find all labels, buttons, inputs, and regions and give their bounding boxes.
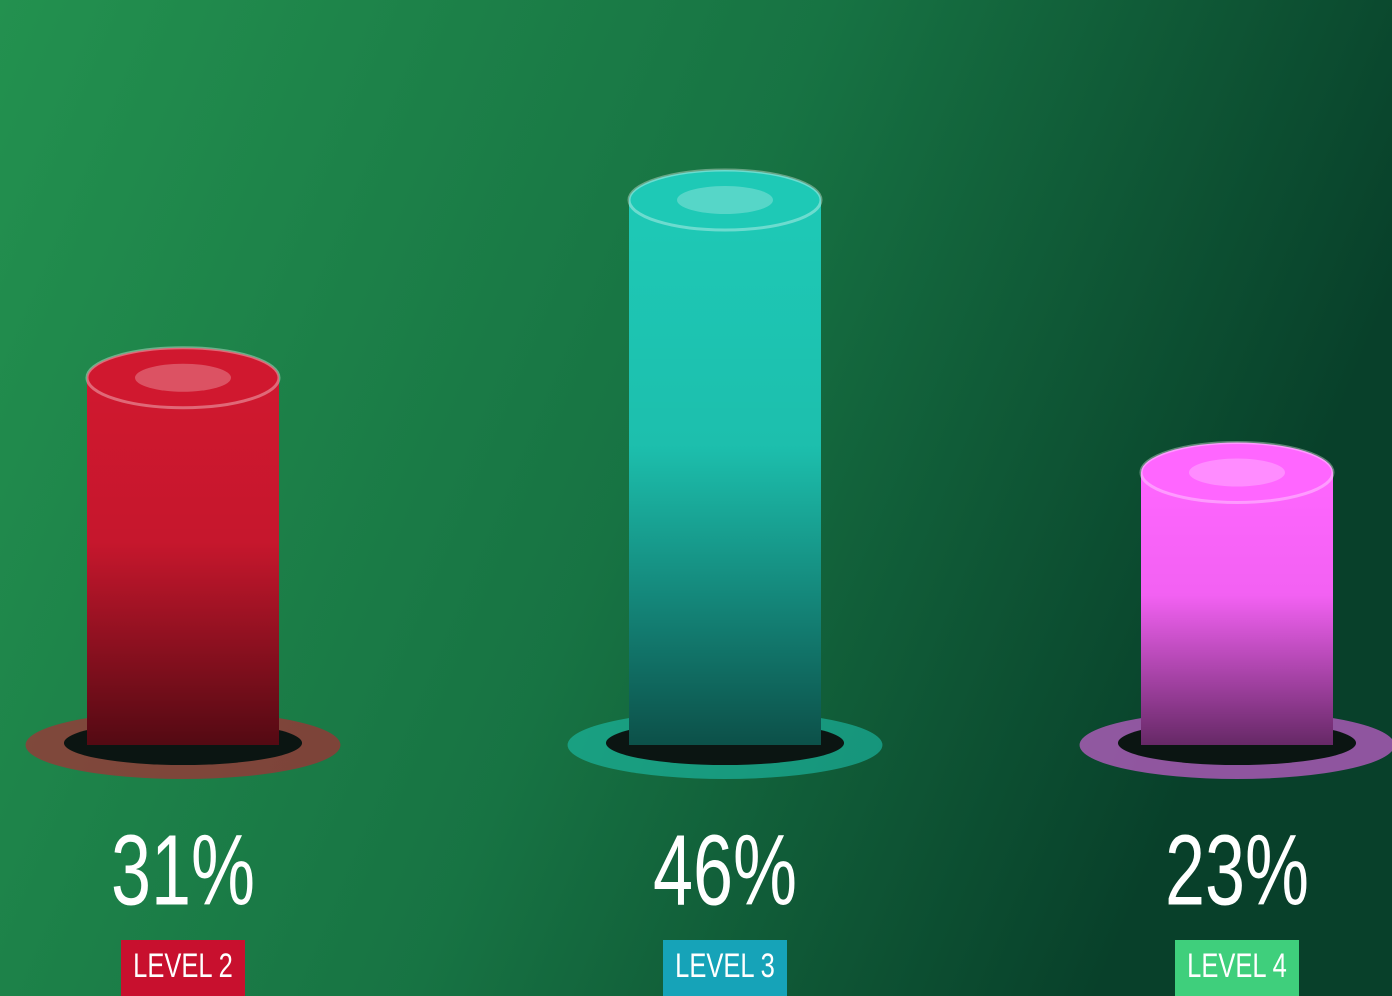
bar-top-glow — [135, 364, 231, 392]
chart: 31% LEVEL 2 46% LEVEL 3 23% LEVEL 4 — [0, 0, 1392, 996]
bar-shade — [87, 378, 279, 745]
bar-shade — [1141, 473, 1333, 746]
category-label: LEVEL 2 — [133, 948, 233, 985]
bar-top-glow — [677, 186, 773, 214]
category-label: LEVEL 4 — [1187, 948, 1287, 985]
value-label: 46% — [653, 815, 797, 926]
bar-top-glow — [1189, 459, 1285, 487]
category-label: LEVEL 3 — [675, 948, 775, 985]
value-label: 31% — [111, 815, 255, 926]
bar-shade — [629, 200, 821, 745]
value-label: 23% — [1165, 815, 1309, 926]
